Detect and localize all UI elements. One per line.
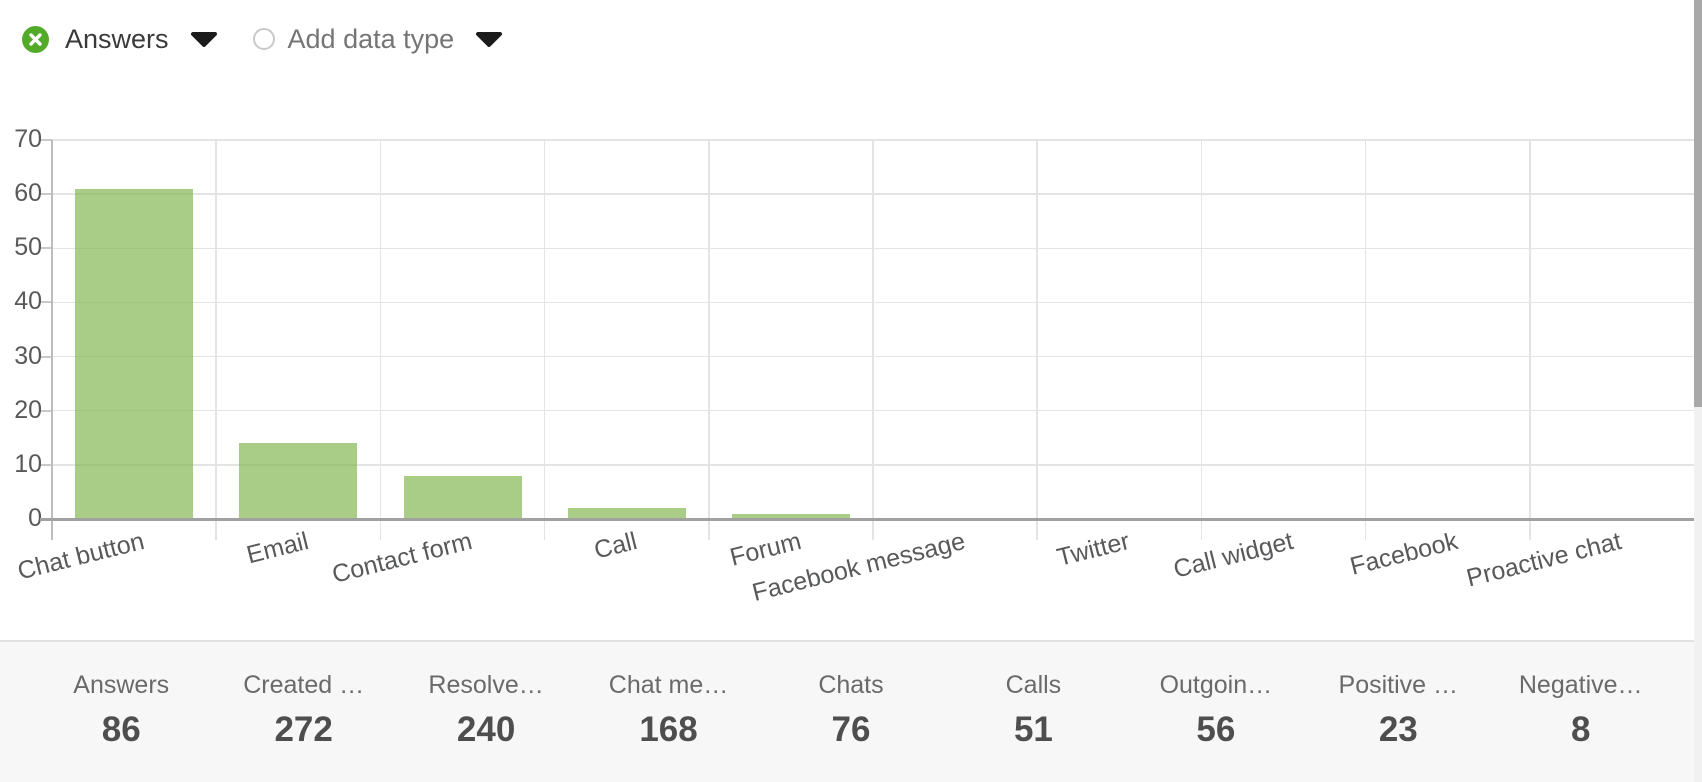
stat-value: 51 <box>1013 710 1053 749</box>
x-axis-label: Forum <box>726 527 804 572</box>
stat-value: 56 <box>1196 710 1236 749</box>
stat-label: Outgoin… <box>1159 671 1273 699</box>
y-axis-tick-label: 0 <box>28 504 42 532</box>
stat-tile-positive[interactable]: Positive … 23 <box>1307 670 1489 782</box>
x-axis-label: Twitter <box>1053 527 1133 572</box>
stat-tile-resolve[interactable]: Resolve… 240 <box>395 670 577 782</box>
x-axis-label: Contact form <box>329 527 476 589</box>
stat-label: Chats <box>818 671 884 699</box>
stat-label: Positive … <box>1338 671 1459 699</box>
bar-email[interactable] <box>239 443 358 519</box>
stat-tile-negative[interactable]: Negative… 8 <box>1490 670 1672 782</box>
bar-call[interactable] <box>567 508 686 519</box>
stat-label: Resolve… <box>428 671 544 699</box>
x-gridline <box>708 140 710 540</box>
stat-value: 240 <box>456 710 516 749</box>
x-gridline <box>872 140 874 540</box>
stat-label: Answers <box>73 671 170 699</box>
remove-series-button[interactable] <box>22 25 49 53</box>
stat-value: 8 <box>1570 710 1591 749</box>
vertical-scrollbar-thumb[interactable] <box>1694 0 1702 407</box>
stat-value: 86 <box>101 710 141 749</box>
y-axis-tick <box>40 463 52 466</box>
y-axis-tick-label: 50 <box>14 233 42 262</box>
stat-label: Created … <box>243 671 365 699</box>
y-axis-tick-label: 60 <box>14 179 42 208</box>
stat-value: 168 <box>639 710 698 749</box>
vertical-scrollbar-track[interactable] <box>1694 0 1702 782</box>
summary-stats-bar: Answers 86 Created … 272 Resolve… 240 Chat me…… <box>0 640 1702 782</box>
series-selector-label[interactable]: Answers <box>65 24 169 54</box>
stat-label: Calls <box>1005 671 1062 699</box>
stat-value: 272 <box>274 710 333 749</box>
x-gridline <box>1036 140 1038 540</box>
x-axis-label: Call <box>590 527 640 565</box>
y-axis-tick <box>40 193 52 196</box>
x-axis-label: Call widget <box>1170 527 1297 584</box>
x-gridline <box>1529 140 1531 540</box>
x-axis-label: Chat button <box>14 527 147 586</box>
stat-tile-created[interactable]: Created … 272 <box>212 670 394 782</box>
bar-chat-button[interactable] <box>75 188 194 519</box>
y-axis-tick <box>40 301 52 304</box>
x-gridline <box>379 140 382 540</box>
stat-tile-outgoin[interactable]: Outgoin… 56 <box>1125 670 1307 782</box>
x-axis-label: Proactive chat <box>1464 527 1625 593</box>
add-data-type-label[interactable]: Add data type <box>287 24 455 54</box>
bar-chart: 0 10 20 30 40 50 60 70 Chat button Email Contact f… <box>14 125 1694 607</box>
stat-tile-chat-me[interactable]: Chat me… 168 <box>577 670 759 782</box>
stat-tile-answers[interactable]: Answers 86 <box>30 670 212 782</box>
chart-series-controls: Answers Add data type <box>22 22 504 56</box>
stat-value: 23 <box>1378 710 1418 749</box>
bar-forum[interactable] <box>731 513 850 519</box>
x-gridline <box>215 140 217 540</box>
remove-icon[interactable] <box>22 25 49 53</box>
y-axis-tick-label: 70 <box>14 125 42 153</box>
y-axis-tick-label: 40 <box>14 287 42 316</box>
stat-label: Negative… <box>1518 671 1643 699</box>
y-axis-tick-label: 20 <box>14 395 42 424</box>
y-axis-tick-label: 10 <box>14 449 42 478</box>
stat-value: 76 <box>831 710 871 749</box>
y-axis-tick <box>40 409 52 412</box>
y-axis-tick <box>40 355 52 358</box>
x-gridline <box>1200 140 1203 540</box>
y-axis-tick-label: 30 <box>14 341 42 370</box>
x-gridline <box>1364 140 1367 540</box>
stat-label: Chat me… <box>608 671 729 699</box>
stat-tile-chats[interactable]: Chats 76 <box>760 670 942 782</box>
add-data-type-radio-icon[interactable] <box>252 28 275 50</box>
chevron-down-icon[interactable] <box>189 31 219 48</box>
y-axis-tick <box>40 139 52 141</box>
x-gridline <box>543 140 546 540</box>
stat-tile-calls[interactable]: Calls 51 <box>942 670 1124 782</box>
bar-contact-form[interactable] <box>403 475 522 519</box>
x-axis-line <box>40 517 1694 521</box>
y-axis-line <box>51 140 53 540</box>
x-axis-label: Email <box>243 527 312 570</box>
y-axis-tick <box>40 247 52 250</box>
chevron-down-icon[interactable] <box>474 31 504 48</box>
